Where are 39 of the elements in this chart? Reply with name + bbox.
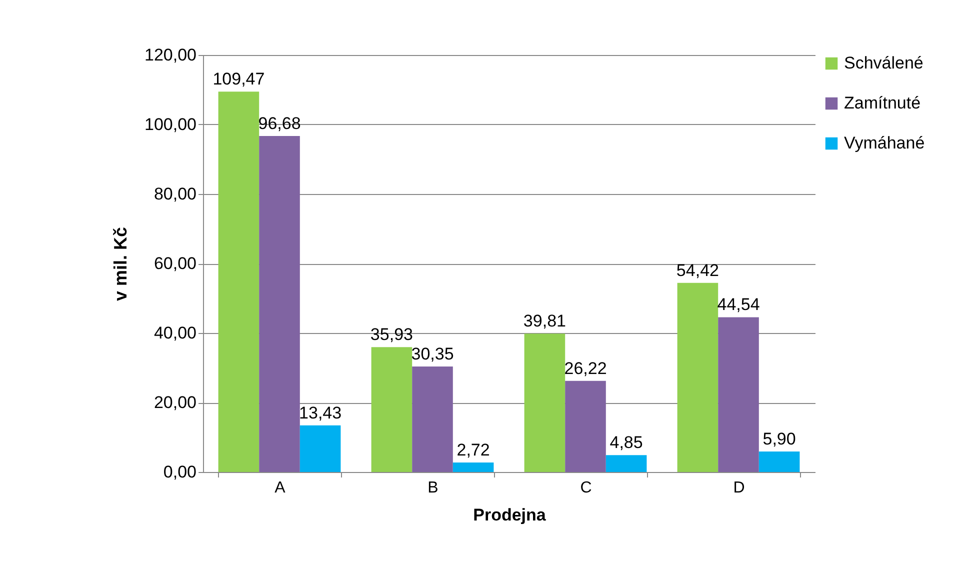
bar — [524, 334, 566, 472]
bar — [218, 92, 260, 472]
bar — [452, 462, 494, 472]
y-tick-label: 20,00 — [154, 393, 196, 412]
data-label: 30,35 — [411, 344, 454, 364]
legend-label: Zamítnuté — [844, 94, 921, 112]
y-tick-label: 100,00 — [144, 115, 196, 134]
data-label: 4,85 — [610, 433, 643, 452]
data-label: 13,43 — [299, 403, 342, 422]
data-label: 54,42 — [676, 260, 719, 280]
x-tick-label: D — [733, 480, 745, 496]
y-tick-label: 0,00 — [163, 462, 196, 482]
bar — [412, 366, 453, 472]
y-axis-title: v mil. Kč — [110, 226, 131, 302]
legend-label: Schválené — [844, 54, 924, 72]
bar — [300, 425, 341, 472]
bar — [758, 452, 800, 472]
data-label: 26,22 — [564, 358, 607, 378]
bar — [259, 136, 300, 472]
x-axis-title: Prodejna — [473, 506, 546, 524]
y-tick-label: 120,00 — [144, 46, 196, 64]
data-label: 96,68 — [258, 114, 301, 134]
x-tick-label: A — [274, 480, 286, 496]
bar — [606, 455, 647, 472]
x-tick-label: B — [428, 480, 438, 496]
y-tick-label: 60,00 — [154, 254, 196, 273]
x-tick-label: C — [580, 480, 592, 496]
y-tick-label: 80,00 — [154, 184, 196, 204]
data-label: 39,81 — [523, 312, 566, 331]
y-tick-label: 40,00 — [154, 324, 196, 342]
bar — [371, 347, 412, 472]
data-label: 2,72 — [456, 440, 490, 460]
data-label: 109,47 — [212, 70, 265, 89]
legend-label: Vymáhané — [844, 134, 925, 152]
data-label: 35,93 — [370, 325, 413, 344]
bar — [677, 282, 718, 472]
bar — [565, 380, 606, 472]
bar — [718, 317, 759, 472]
data-label: 5,90 — [762, 429, 796, 448]
